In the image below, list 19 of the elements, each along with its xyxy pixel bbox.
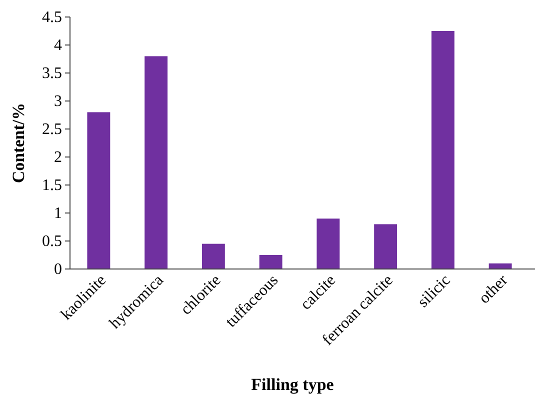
y-tick-label: 0.5 xyxy=(42,233,62,250)
bar xyxy=(374,224,398,269)
y-tick-label: 1 xyxy=(54,205,62,222)
bar xyxy=(202,244,225,269)
y-axis-title: Content/% xyxy=(9,102,28,184)
bar xyxy=(316,218,340,269)
y-tick-label: 4.5 xyxy=(42,9,62,26)
bar xyxy=(431,31,454,269)
bar xyxy=(259,255,282,269)
y-tick-label: 3 xyxy=(54,93,62,110)
y-tick-label: 4 xyxy=(54,37,62,54)
x-axis-title: Filling type xyxy=(251,375,334,394)
bar xyxy=(144,56,168,269)
y-tick-label: 2 xyxy=(54,149,62,166)
y-tick-label: 3.5 xyxy=(42,65,62,82)
bar xyxy=(87,112,110,269)
y-tick-label: 2.5 xyxy=(42,121,62,138)
y-tick-label: 0 xyxy=(54,261,62,278)
y-tick-label: 1.5 xyxy=(42,177,62,194)
